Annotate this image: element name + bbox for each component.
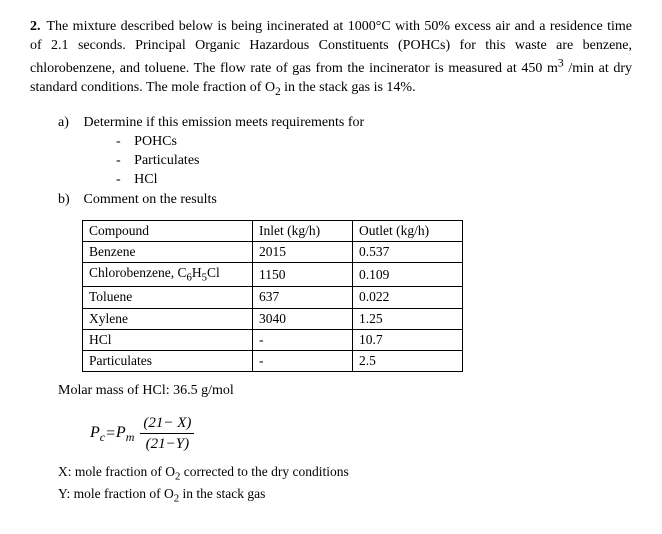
data-table: Compound Inlet (kg/h) Outlet (kg/h) Benz… xyxy=(82,220,463,373)
cell: 1150 xyxy=(253,263,353,287)
dash-item: POHCs xyxy=(116,133,632,152)
part-b: b) Comment on the results xyxy=(58,191,632,210)
parts-list: a) Determine if this emission meets requ… xyxy=(58,114,632,209)
cell: 0.537 xyxy=(353,241,463,262)
part-a-label: a) xyxy=(58,114,80,133)
note-y: Y: mole fraction of O2 in the stack gas xyxy=(58,485,632,506)
table-row: Xylene 3040 1.25 xyxy=(83,308,463,329)
molar-mass-note: Molar mass of HCl: 36.5 g/mol xyxy=(58,382,632,401)
eq-rhs-base: Pm xyxy=(116,422,134,445)
cell: 0.022 xyxy=(353,287,463,308)
problem-statement: 2. The mixture described below is being … xyxy=(30,18,632,100)
cell: 3040 xyxy=(253,308,353,329)
problem-text: The mixture described below is being inc… xyxy=(30,19,632,95)
header-compound: Compound xyxy=(83,220,253,241)
eq-equals: = xyxy=(105,423,116,445)
cell: Toluene xyxy=(83,287,253,308)
table-row: Benzene 2015 0.537 xyxy=(83,241,463,262)
table-row: Toluene 637 0.022 xyxy=(83,287,463,308)
dash-item: Particulates xyxy=(116,152,632,171)
variable-notes: X: mole fraction of O2 corrected to the … xyxy=(58,463,632,507)
cell: 2015 xyxy=(253,241,353,262)
cell: 2.5 xyxy=(353,351,463,372)
cell: Particulates xyxy=(83,351,253,372)
cell: Chlorobenzene, C6H5Cl xyxy=(83,263,253,287)
cell: 1.25 xyxy=(353,308,463,329)
part-a: a) Determine if this emission meets requ… xyxy=(58,114,632,190)
cell: HCl xyxy=(83,329,253,350)
cell: 0.109 xyxy=(353,263,463,287)
eq-lhs: Pc xyxy=(90,422,105,445)
table-row: Particulates - 2.5 xyxy=(83,351,463,372)
table-row: Chlorobenzene, C6H5Cl 1150 0.109 xyxy=(83,263,463,287)
eq-denominator: (21−Y) xyxy=(140,434,194,454)
cell: 10.7 xyxy=(353,329,463,350)
cell: - xyxy=(253,351,353,372)
correction-equation: Pc = Pm (21− X) (21−Y) xyxy=(90,413,632,455)
table-row: HCl - 10.7 xyxy=(83,329,463,350)
part-a-text: Determine if this emission meets require… xyxy=(84,115,365,130)
part-b-label: b) xyxy=(58,191,80,210)
header-outlet: Outlet (kg/h) xyxy=(353,220,463,241)
problem-number: 2. xyxy=(30,18,41,37)
cell: Xylene xyxy=(83,308,253,329)
cell: Benzene xyxy=(83,241,253,262)
part-a-items: POHCs Particulates HCl xyxy=(116,133,632,190)
eq-numerator: (21− X) xyxy=(140,413,194,434)
table-header-row: Compound Inlet (kg/h) Outlet (kg/h) xyxy=(83,220,463,241)
part-b-text: Comment on the results xyxy=(84,192,217,207)
dash-item: HCl xyxy=(116,171,632,190)
cell: 637 xyxy=(253,287,353,308)
cell: - xyxy=(253,329,353,350)
eq-fraction: (21− X) (21−Y) xyxy=(140,413,194,455)
note-x: X: mole fraction of O2 corrected to the … xyxy=(58,463,632,484)
header-inlet: Inlet (kg/h) xyxy=(253,220,353,241)
